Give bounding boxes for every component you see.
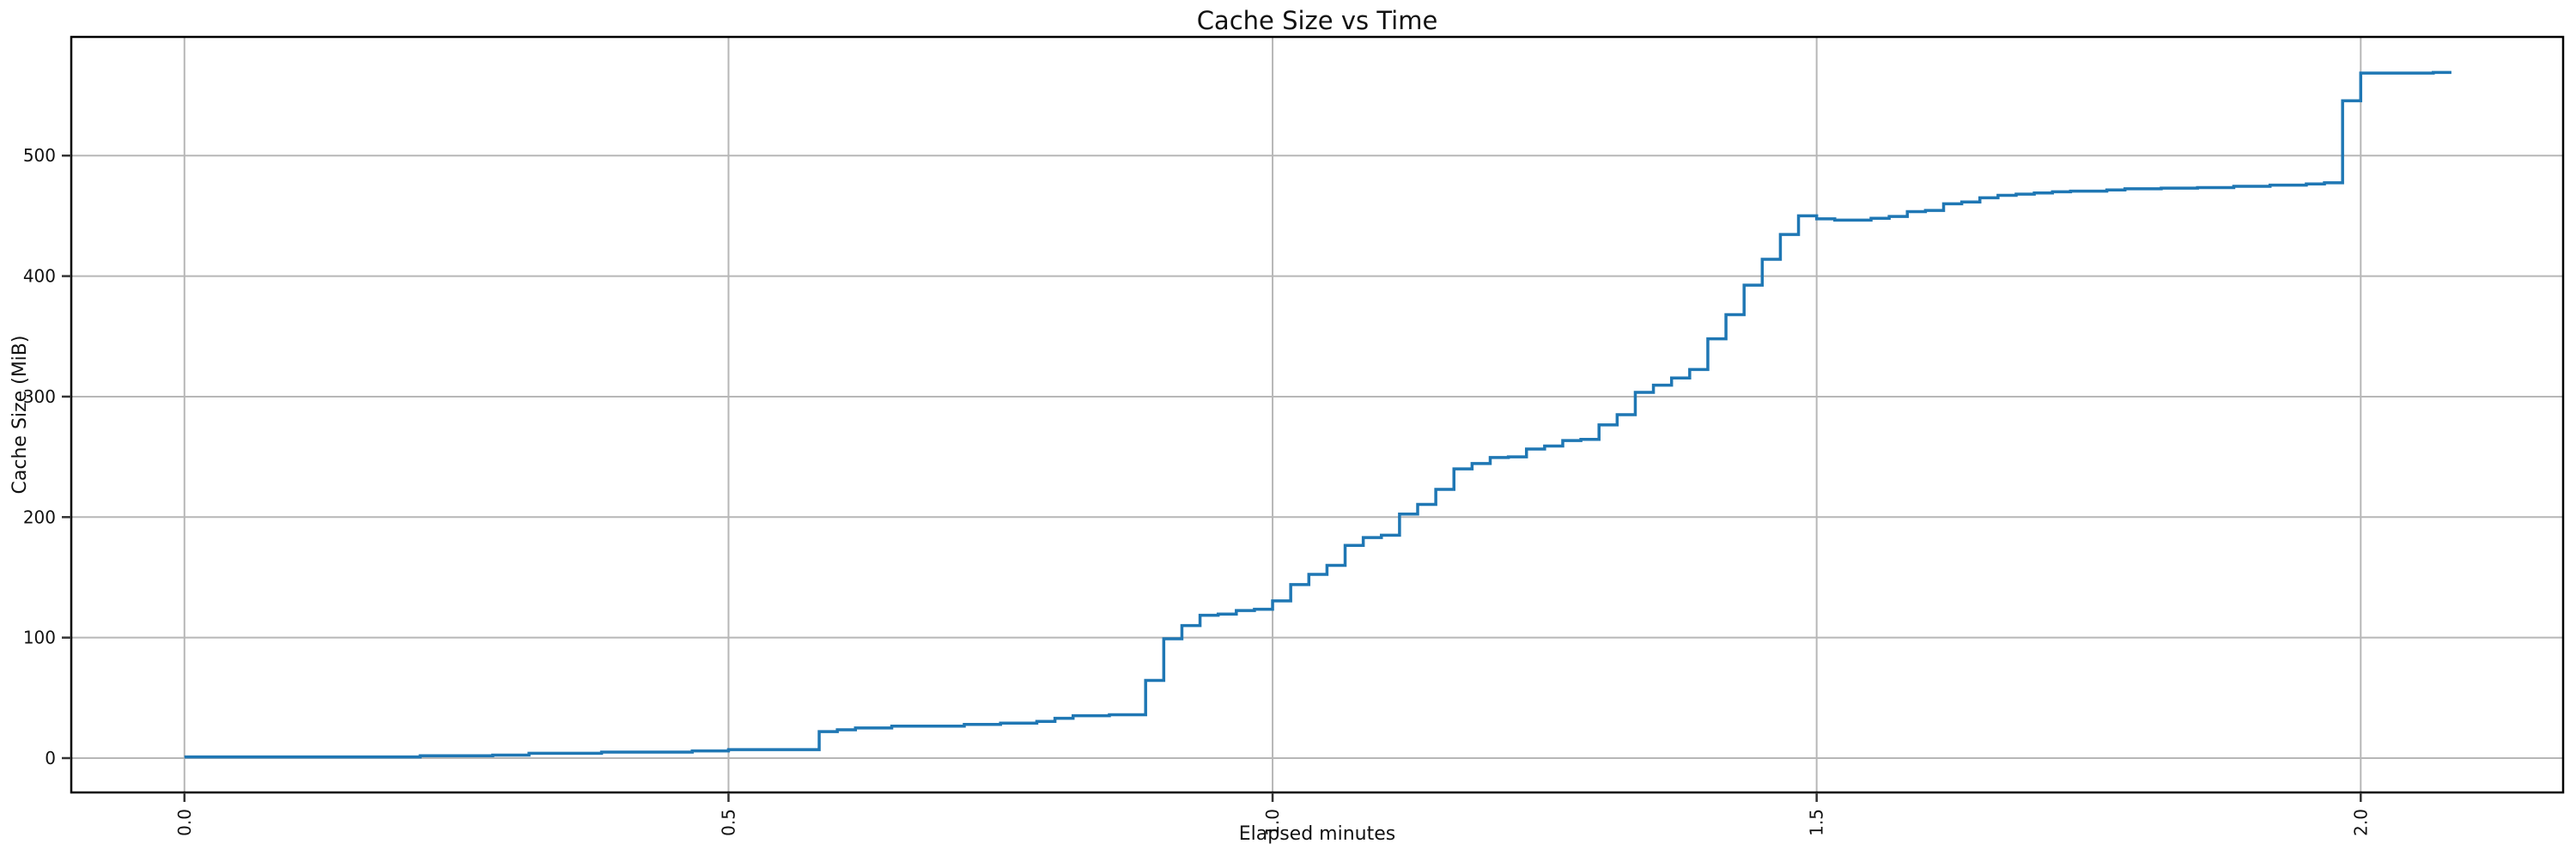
x-tick-labels: 0.0 0.5 1.0 1.5 2.0 xyxy=(174,809,2371,836)
cache-size-series-path xyxy=(184,70,2451,759)
chart-title: Cache Size vs Time xyxy=(1197,6,1438,35)
cache-size-line xyxy=(184,70,2451,759)
y-tick-label: 0 xyxy=(45,748,56,768)
x-tick-label: 0.5 xyxy=(718,809,738,836)
tick-marks xyxy=(62,154,2362,802)
x-tick-label: 1.0 xyxy=(1262,809,1283,836)
y-tick-label: 200 xyxy=(23,507,56,527)
axes-spines xyxy=(70,35,2565,794)
y-tick-label: 300 xyxy=(23,386,56,407)
y-tick-label: 500 xyxy=(23,145,56,166)
x-axis-label: Elapsed minutes xyxy=(1239,823,1395,845)
plot-frame xyxy=(70,35,2565,794)
x-tick-label: 1.5 xyxy=(1807,809,1827,836)
y-tick-labels: 0 100 200 300 400 500 xyxy=(23,145,56,768)
x-tick-label: 0.0 xyxy=(174,809,195,836)
y-tick-label: 400 xyxy=(23,266,56,287)
gridlines xyxy=(71,37,2563,792)
y-axis-label: Cache Size (MiB) xyxy=(9,336,31,495)
y-tick-label: 100 xyxy=(23,628,56,648)
x-tick-label: 2.0 xyxy=(2350,809,2371,836)
